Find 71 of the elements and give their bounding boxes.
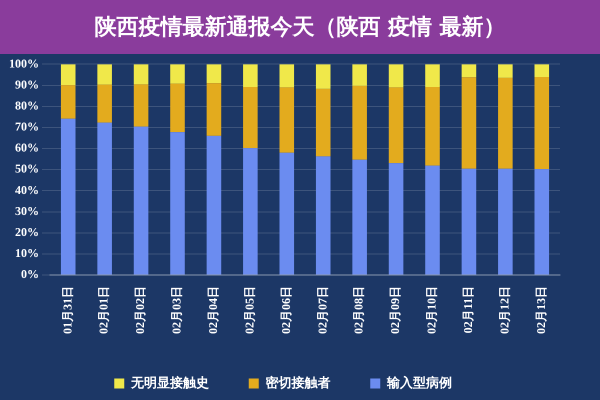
bar	[60, 85, 76, 119]
bar	[134, 126, 148, 274]
y-tick-label: 70%	[15, 120, 39, 134]
y-tick-label: 20%	[15, 224, 39, 239]
bar	[280, 152, 294, 274]
bar	[97, 122, 112, 274]
x-tick-label: 02月07日	[315, 286, 330, 334]
bar	[280, 87, 294, 153]
bar	[170, 64, 185, 84]
legend-label: 无明显接触史	[130, 374, 209, 391]
bar	[352, 64, 367, 86]
y-tick-label: 40%	[15, 182, 39, 197]
bar	[462, 77, 476, 169]
x-tick-label: 02月13日	[534, 286, 548, 334]
x-tick-label: 02月10日	[424, 286, 439, 334]
bar	[534, 64, 550, 78]
bar	[206, 136, 222, 274]
x-tick-label: 02月11日	[461, 286, 476, 334]
bar	[425, 86, 440, 166]
bar	[388, 64, 404, 88]
x-tick-label: 02月06日	[278, 286, 293, 334]
x-tick-label: 02月03日	[170, 286, 184, 334]
y-tick-label: 50%	[15, 162, 39, 176]
bar	[316, 156, 330, 274]
bar	[352, 160, 367, 274]
bar	[388, 163, 404, 274]
x-tick-label: 02月04日	[206, 286, 220, 334]
bar	[534, 77, 550, 170]
y-tick-label: 100%	[9, 56, 39, 70]
x-tick-label: 02月12日	[497, 286, 512, 334]
bar	[498, 78, 513, 169]
bar	[170, 132, 185, 274]
y-tick-label: 0%	[21, 267, 39, 282]
bar	[316, 64, 330, 89]
bar	[462, 64, 476, 78]
bar	[97, 84, 112, 123]
bar	[498, 168, 513, 274]
legend-label: 输入型病例	[386, 374, 452, 391]
bar	[388, 87, 404, 164]
bar	[425, 166, 440, 274]
bar	[206, 64, 222, 84]
bar	[425, 64, 440, 87]
bar	[352, 86, 367, 160]
bar	[316, 88, 330, 156]
x-tick-label: 02月08日	[352, 286, 366, 334]
x-tick-label: 02月02日	[133, 286, 148, 334]
y-tick-label: 60%	[15, 140, 39, 155]
bar	[134, 64, 148, 84]
x-tick-label: 01月31日	[60, 286, 74, 334]
chart-title: 陕西疫情最新通报今天（陕西 疫情 最新）	[0, 0, 600, 54]
y-tick-label: 90%	[15, 77, 39, 92]
x-tick-label: 02月01日	[96, 286, 111, 334]
legend-label: 密切接触者	[265, 374, 330, 391]
bar	[534, 169, 550, 274]
x-tick-label: 02月05日	[242, 286, 256, 334]
y-tick-label: 80%	[15, 98, 39, 112]
bar	[243, 148, 258, 274]
bar	[206, 83, 222, 136]
bar	[97, 64, 112, 85]
y-tick-label: 10%	[15, 246, 39, 260]
bar	[170, 84, 185, 132]
bar	[462, 168, 476, 274]
x-tick-label: 02月09日	[388, 286, 402, 334]
bar	[134, 84, 148, 127]
bar	[243, 64, 258, 87]
bar	[498, 64, 513, 78]
bar	[280, 64, 294, 88]
y-tick-label: 30%	[15, 204, 39, 218]
bar	[60, 64, 76, 86]
bar	[60, 118, 76, 274]
bar	[243, 86, 258, 148]
